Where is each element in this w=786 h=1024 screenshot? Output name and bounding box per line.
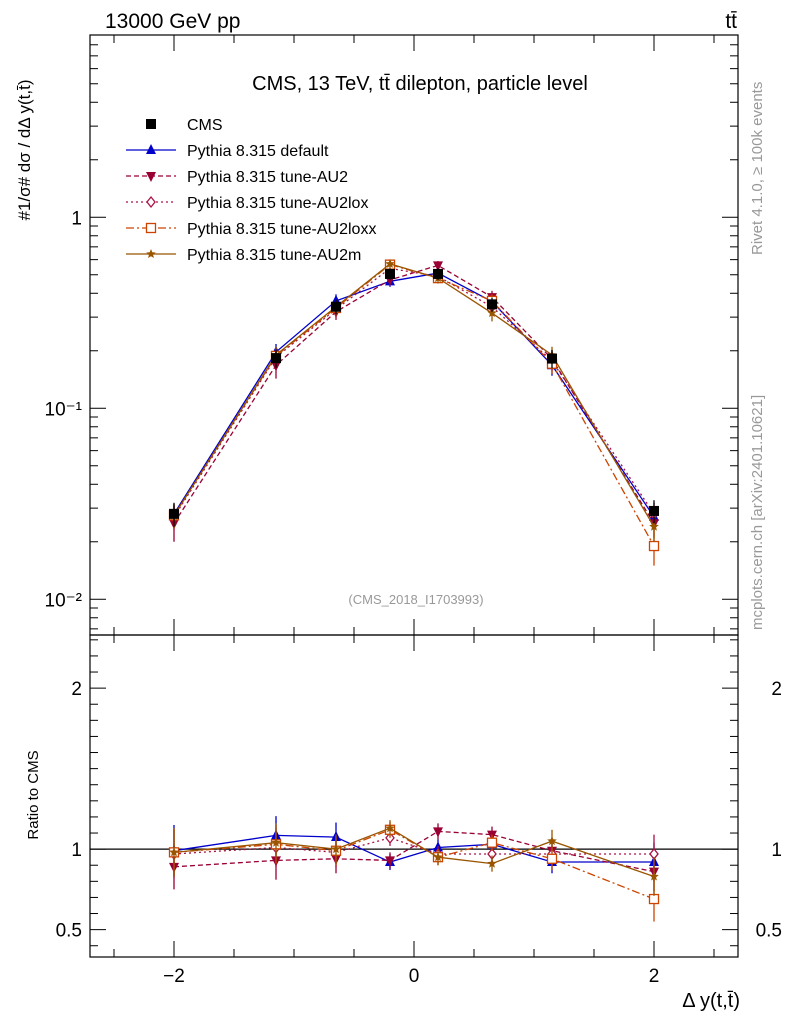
- legend-marker: [146, 249, 156, 258]
- legend-marker: [146, 119, 156, 129]
- series-pythia-8-315-tune-au2m: [169, 258, 659, 542]
- ratio-line: [173, 829, 655, 900]
- data-point: [169, 508, 179, 519]
- data-point: [487, 308, 497, 318]
- ratio-ytick-label-left: 0.5: [56, 921, 82, 942]
- ratio-ytick-label-left: 2: [71, 679, 82, 700]
- analysis-watermark: (CMS_2018_I1703993): [348, 592, 483, 607]
- data-point: [433, 268, 443, 279]
- legend-label: Pythia 8.315 tune-AU2m: [187, 247, 361, 264]
- data-point: [487, 299, 497, 310]
- legend-label: CMS: [187, 117, 223, 134]
- data-point: [385, 268, 395, 279]
- data-point: [385, 258, 395, 268]
- main-ylabel: #1/σ# dσ / dΔ y(t,t̄): [15, 79, 34, 220]
- ratio-point: [433, 827, 443, 838]
- ratio-point: [487, 858, 497, 868]
- legend-entry: Pythia 8.315 tune-AU2loxx: [126, 221, 376, 238]
- ratio-line: [173, 827, 655, 878]
- main-ytick-label: 10⁻²: [45, 590, 83, 611]
- legend-marker: [146, 144, 156, 154]
- series-pythia-8-315-tune-au2: [169, 261, 659, 542]
- ratio-line: [173, 834, 654, 863]
- legend-marker: [146, 195, 156, 209]
- ratio-ylabel: Ratio to CMS: [25, 750, 42, 839]
- xtick-label: 2: [649, 966, 660, 987]
- data-point: [433, 261, 443, 272]
- series-line: [173, 272, 655, 518]
- legend-marker: [145, 222, 157, 234]
- legend-entry: Pythia 8.315 tune-AU2: [126, 169, 348, 186]
- legend-entry: CMS: [146, 117, 223, 134]
- ratio-series-pythia-8-315-tune-au2: [169, 823, 659, 891]
- ratio-point: [433, 852, 443, 862]
- ratio-series-pythia-8-315-tune-au2m: [169, 820, 659, 896]
- ratio-point: [648, 893, 660, 905]
- data-point: [271, 353, 281, 364]
- ratio-ytick-label-left: 1: [71, 840, 82, 861]
- header-right: tt̄: [725, 10, 737, 33]
- series-line: [173, 263, 655, 547]
- series-cms: [169, 268, 659, 527]
- ratio-point: [649, 871, 659, 881]
- data-point: [547, 353, 557, 364]
- legend-entry: Pythia 8.315 tune-AU2lox: [126, 195, 368, 212]
- data-point: [331, 301, 341, 312]
- ratio-ytick-label-right: 1: [771, 840, 782, 861]
- legend-label: Pythia 8.315 tune-AU2lox: [187, 195, 368, 212]
- ratio-point: [385, 856, 395, 867]
- ratio-line: [173, 830, 655, 873]
- legend: CMS Pythia 8.315 default Pythia 8.315 tune…: [126, 117, 376, 264]
- main-ytick-label: 1: [71, 208, 82, 229]
- data-point: [648, 540, 660, 552]
- legend-entry: Pythia 8.315 default: [126, 143, 329, 160]
- main-ytick-label: 10⁻¹: [45, 399, 83, 420]
- ratio-point: [546, 853, 558, 864]
- rivet-label: Rivet 4.1.0, ≥ 100k events: [749, 82, 766, 255]
- ratio-ytick-label-right: 0.5: [756, 921, 782, 942]
- main-axis-ticks: 1 10⁻¹ 10⁻²: [45, 34, 738, 635]
- legend-entry: Pythia 8.315 tune-AU2m: [126, 247, 361, 264]
- x-axis-label: Δ y(t,t̄): [682, 990, 740, 1012]
- mcplots-label: mcplots.cern.ch [arXiv:2401.10621]: [749, 395, 766, 630]
- ratio-point: [547, 836, 557, 846]
- chart-title: CMS, 13 TeV, tt̄ dilepton, particle leve…: [252, 73, 588, 95]
- legend-label: Pythia 8.315 tune-AU2loxx: [187, 221, 376, 238]
- ratio-series-pythia-8-315-tune-au2loxx: [168, 821, 660, 922]
- legend-label: Pythia 8.315 default: [187, 143, 329, 160]
- ratio-point: [486, 837, 498, 848]
- series-line: [173, 267, 655, 518]
- series-pythia-8-315-default: [169, 267, 659, 527]
- xtick-label: 0: [409, 966, 420, 987]
- ratio-point: [169, 847, 179, 857]
- ratio-axis-ticks: 0.5 0.5 1 1 2 2 −2 0 2: [56, 635, 782, 987]
- ratio-ytick-label-right: 2: [771, 679, 782, 700]
- data-point: [649, 505, 659, 516]
- series-pythia-8-315-tune-au2lox: [169, 262, 659, 531]
- ratio-point: [331, 844, 341, 854]
- xtick-label: −2: [163, 966, 185, 987]
- ratio-series-group: [168, 816, 660, 922]
- data-point: [649, 521, 659, 531]
- ratio-point: [385, 823, 395, 833]
- ratio-panel-frame: [89, 634, 739, 958]
- header-left: 13000 GeV pp: [105, 10, 240, 33]
- legend-marker: [146, 172, 156, 182]
- series-line: [173, 264, 655, 524]
- series-line: [173, 263, 655, 527]
- legend-label: Pythia 8.315 tune-AU2: [187, 169, 348, 186]
- main-series-group: [168, 258, 660, 566]
- ratio-point: [271, 837, 281, 847]
- main-ylabel-text: #1/σ# dσ / dΔ y(t,t̄): [15, 79, 34, 220]
